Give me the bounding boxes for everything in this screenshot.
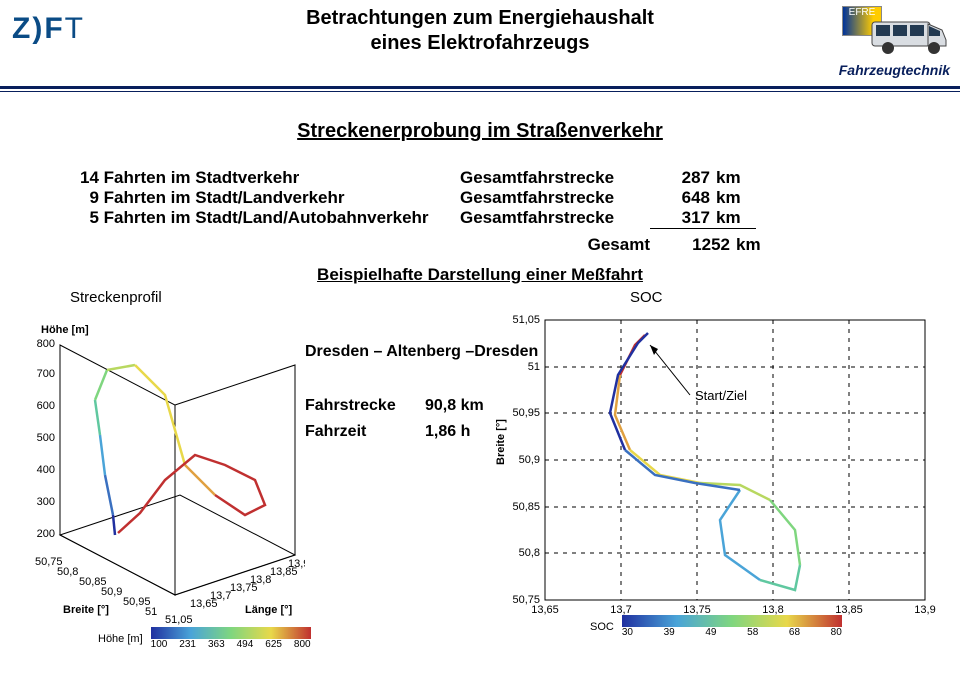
svg-text:51: 51 (145, 606, 157, 618)
example-label: Beispielhafte Darstellung einer Meßfahrt (0, 265, 960, 285)
svg-text:50,8: 50,8 (57, 566, 78, 578)
svg-text:400: 400 (37, 464, 55, 476)
header-bar: Z)FT Betrachtungen zum Energiehaushalt e… (0, 0, 960, 90)
table-row: 5 Fahrten im Stadt/Land/Autobahnverkehr … (80, 208, 880, 229)
table-row: 14 Fahrten im Stadtverkehr Gesamtfahrstr… (80, 168, 880, 188)
soc-legend: SOC 30 39 49 58 68 80 (590, 615, 842, 638)
svg-text:50,8: 50,8 (519, 547, 540, 559)
route-label: Dresden – Altenberg –Dresden (305, 343, 545, 361)
chart-2d: 50,75 50,8 50,85 50,9 50,95 51 51,05 Bre… (490, 305, 960, 625)
distance-table: 14 Fahrten im Stadtverkehr Gesamtfahrstr… (80, 168, 880, 255)
main-title: Betrachtungen zum Energiehaushalt eines … (0, 0, 960, 56)
svg-text:Start/Ziel: Start/Ziel (695, 388, 747, 403)
table-sum-row: Gesamt 1252 km (80, 235, 880, 255)
chart-title-soc: SOC (630, 289, 663, 306)
svg-text:51,05: 51,05 (165, 614, 193, 625)
chart-title-streckenprofil: Streckenprofil (70, 289, 162, 306)
svg-text:200: 200 (37, 528, 55, 540)
charts-area: Streckenprofil SOC 200 300 400 500 600 7… (0, 285, 960, 665)
svg-text:600: 600 (37, 400, 55, 412)
svg-text:Breite [°]: Breite [°] (63, 604, 109, 616)
van-icon (870, 10, 950, 58)
header-rule-thin (0, 91, 960, 92)
svg-text:500: 500 (37, 432, 55, 444)
svg-text:Höhe [m]: Höhe [m] (41, 324, 89, 336)
svg-text:13,65: 13,65 (531, 604, 559, 616)
svg-text:51: 51 (528, 361, 540, 373)
svg-text:51,05: 51,05 (512, 314, 540, 326)
svg-text:Länge [°]: Länge [°] (245, 604, 293, 616)
svg-text:Breite [°]: Breite [°] (495, 419, 507, 465)
svg-text:700: 700 (37, 368, 55, 380)
title-line2: eines Elektrofahrzeugs (371, 32, 590, 54)
zaft-logo: Z)FT (12, 12, 85, 46)
svg-text:300: 300 (37, 496, 55, 508)
svg-text:50,85: 50,85 (512, 501, 540, 513)
chart-3d: 200 300 400 500 600 700 800 Höhe [m] 50,… (5, 305, 305, 625)
svg-text:13,9: 13,9 (914, 604, 935, 616)
svg-text:50,9: 50,9 (519, 454, 540, 466)
svg-text:13,7: 13,7 (210, 590, 231, 602)
svg-text:50,95: 50,95 (512, 407, 540, 419)
title-line1: Betrachtungen zum Energiehaushalt (306, 7, 654, 29)
height-legend: Höhe [m] 100 231 363 494 625 800 (98, 627, 311, 650)
svg-text:800: 800 (37, 338, 55, 350)
header-rule-thick (0, 86, 960, 89)
table-row: 9 Fahrten im Stadt/Landverkehr Gesamtfah… (80, 188, 880, 208)
svg-text:13,8: 13,8 (250, 574, 271, 586)
section-title: Streckenerprobung im Straßenverkehr (0, 120, 960, 143)
svg-text:50,9: 50,9 (101, 586, 122, 598)
route-metrics: Fahrstrecke90,8 km Fahrzeit1,86 h (305, 393, 484, 444)
fahrzeugtechnik-label: Fahrzeugtechnik (839, 62, 950, 78)
svg-text:13,9: 13,9 (288, 558, 305, 570)
